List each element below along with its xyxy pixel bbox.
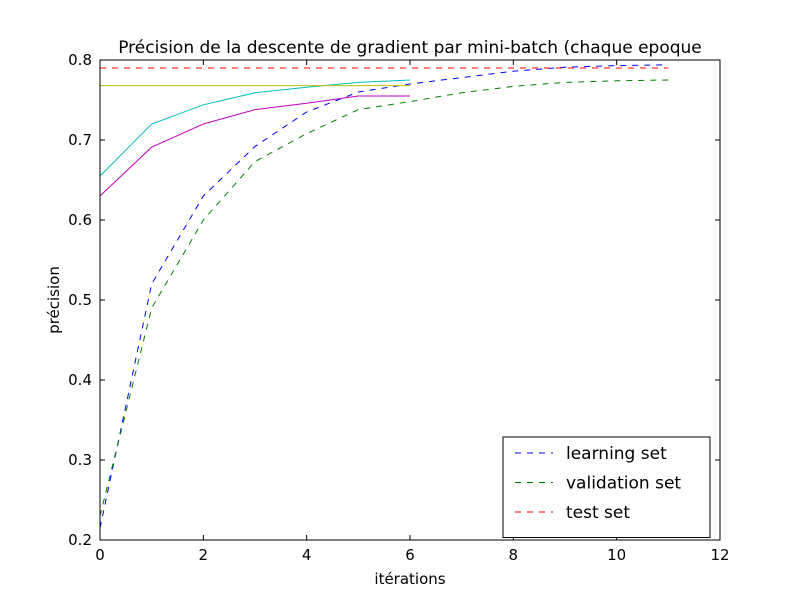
- x-tick-label: 4: [302, 546, 312, 564]
- y-axis-label: précision: [45, 266, 63, 334]
- series-line-4: [99, 95, 410, 197]
- x-tick-label: 10: [607, 546, 626, 564]
- chart-title: Précision de la descente de gradient par…: [118, 38, 702, 58]
- x-tick-label: 6: [405, 546, 415, 564]
- legend: learning set validation set test set: [502, 436, 711, 538]
- legend-label: learning set: [566, 444, 667, 464]
- legend-label: test set: [566, 503, 630, 523]
- series-line-0: [99, 64, 669, 529]
- series-line-3: [99, 79, 411, 177]
- y-tick-label: 0.7: [68, 131, 92, 149]
- x-axis-label: itérations: [374, 570, 445, 588]
- axis-ticks: 0 2 4 6 8 10 12 0.2 0.3 0.4 0.5 0.6 0.7 0.8: [68, 51, 729, 564]
- legend-box: [502, 436, 711, 538]
- y-tick-label: 0.6: [68, 211, 92, 229]
- y-tick-label: 0.4: [68, 371, 92, 389]
- y-tick-label: 0.3: [68, 451, 92, 469]
- x-tick-label: 0: [95, 546, 105, 564]
- legend-label: validation set: [566, 474, 681, 494]
- y-tick-label: 0.2: [68, 531, 92, 549]
- plot-area: [99, 64, 669, 529]
- x-tick-label: 12: [710, 546, 729, 564]
- y-tick-label: 0.5: [68, 291, 92, 309]
- y-tick-label: 0.8: [68, 51, 92, 69]
- x-tick-label: 8: [509, 546, 519, 564]
- x-tick-label: 2: [199, 546, 209, 564]
